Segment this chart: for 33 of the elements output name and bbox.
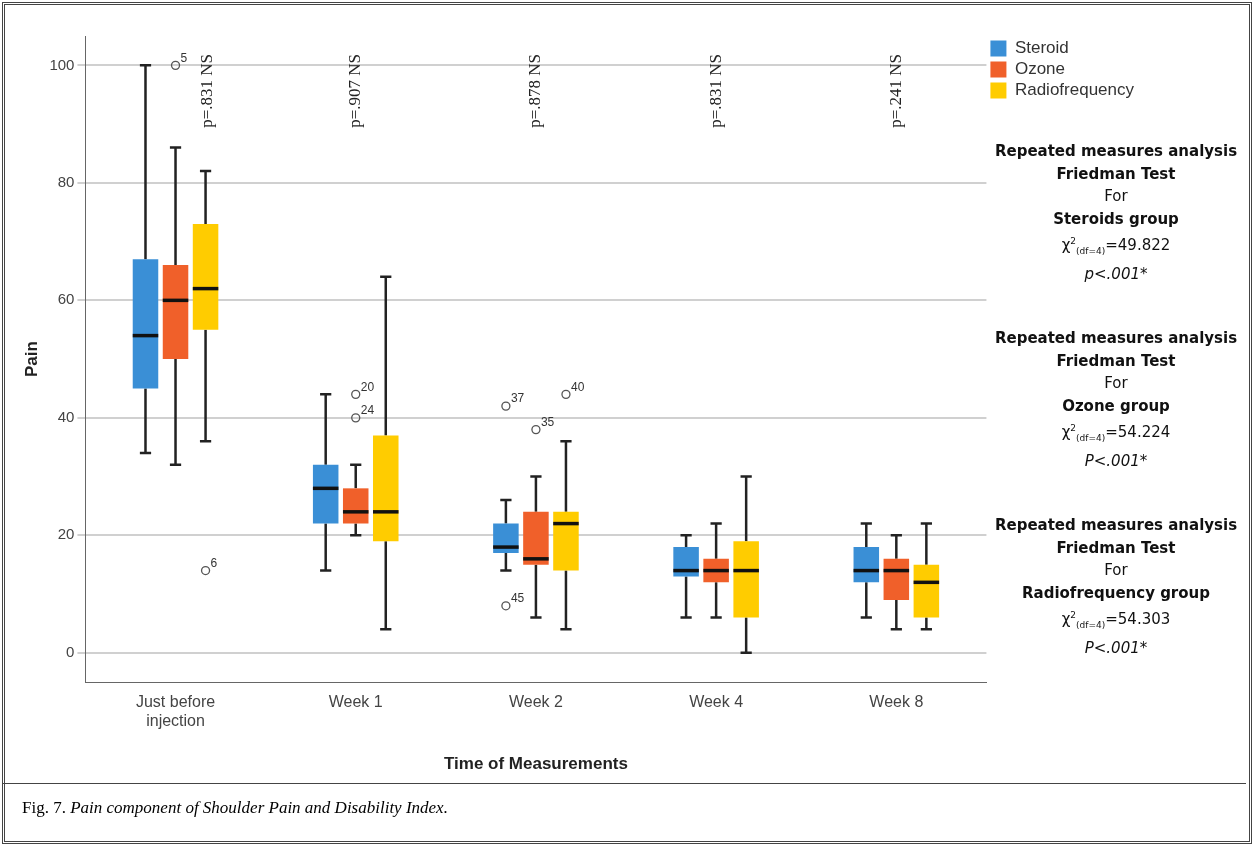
y-tick-label: 0 xyxy=(66,642,75,660)
x-tick-label: Week 2 xyxy=(508,693,563,711)
annotation: 6 xyxy=(210,555,218,570)
annotation: 24 xyxy=(360,403,375,418)
annotation: 40 xyxy=(570,379,585,394)
y-tick-label: 20 xyxy=(57,525,75,543)
legend-label: Steroid xyxy=(1014,38,1069,58)
annotation: 45 xyxy=(510,591,525,606)
annotation: 5 xyxy=(180,50,188,65)
y-axis-title: Pain xyxy=(21,341,41,378)
x-axis-title: Time of Measurements xyxy=(443,754,628,774)
annotation: 20 xyxy=(360,379,375,394)
x-tick-label: Just before injection xyxy=(135,693,216,730)
y-tick-label: 60 xyxy=(57,290,75,308)
x-tick-label: Week 4 xyxy=(689,693,744,711)
annotation: p=.241 NS xyxy=(885,54,905,128)
annotation: 35 xyxy=(540,414,555,429)
text: Repeated measures analysis Friedman Test For Radiofrequency group χ$^{2}$$_{(df=4)}$=54.303 P<.001* xyxy=(994,516,1238,657)
legend-label: Radiofrequency xyxy=(1014,80,1135,100)
x-tick-label: Week 8 xyxy=(869,693,924,711)
annotation: p=.878 NS xyxy=(525,54,545,128)
annotation: 37 xyxy=(510,391,525,406)
text: Repeated measures analysis Friedman Test For Ozone group χ$^{2}$$_{(df=4)}$=54.224 P<.001* xyxy=(994,329,1238,470)
text: Repeated measures analysis Friedman Test For Steroids group χ$^{2}$$_{(df=4)}$=49.822 p<.001* xyxy=(994,142,1238,283)
annotation: p=.831 NS xyxy=(705,54,725,128)
y-tick-label: 80 xyxy=(57,173,75,190)
y-tick-label: 40 xyxy=(57,407,75,425)
annotation: p=.907 NS xyxy=(345,54,365,128)
legend-label: Ozone xyxy=(1014,59,1066,79)
caption: Fig. 7. Pain component of Shoulder Pain and Disability Index. xyxy=(2,783,1246,832)
x-tick-label: Week 1 xyxy=(328,693,383,711)
y-tick-label: 100 xyxy=(49,55,75,73)
annotation: p=.831 NS xyxy=(197,54,217,128)
